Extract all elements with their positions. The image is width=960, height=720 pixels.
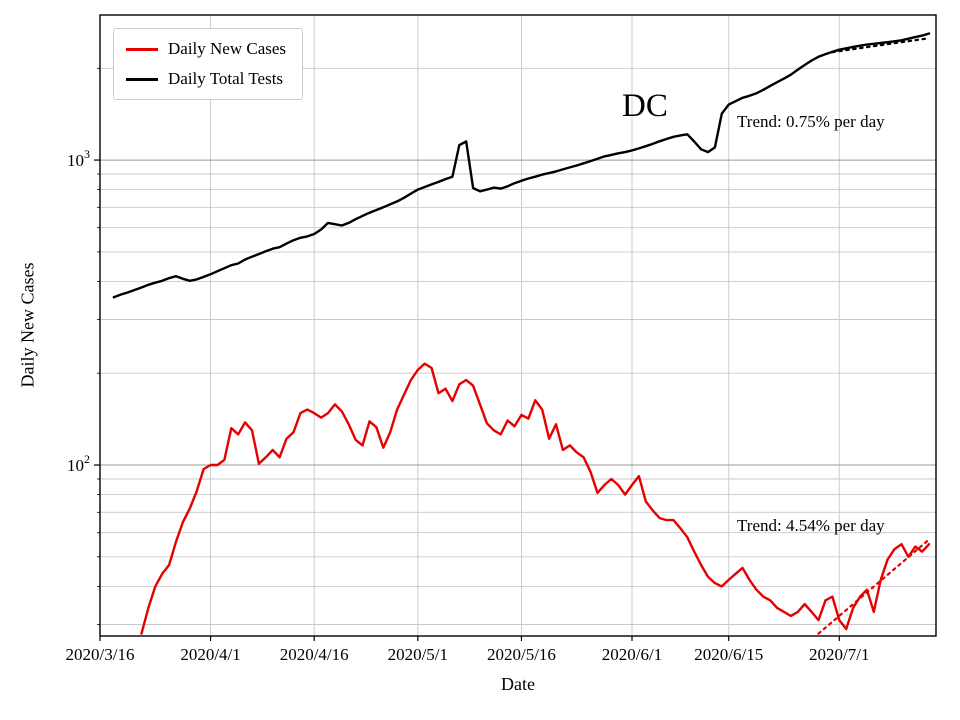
annotation-tests-trend: Trend: 0.75% per day — [737, 112, 885, 131]
legend-line-daily-total-tests — [126, 77, 158, 81]
legend-line-daily-new-cases — [126, 47, 158, 51]
svg-text:102: 102 — [67, 452, 90, 475]
legend-item-daily-total-tests: Daily Total Tests — [126, 69, 286, 89]
legend-item-daily-new-cases: Daily New Cases — [126, 39, 286, 59]
svg-text:103: 103 — [67, 147, 90, 170]
svg-text:2020/7/1: 2020/7/1 — [809, 645, 869, 664]
svg-text:2020/4/16: 2020/4/16 — [280, 645, 349, 664]
annotation-dc: DC — [622, 88, 668, 124]
svg-text:2020/6/15: 2020/6/15 — [694, 645, 763, 664]
y-axis-label: Daily New Cases — [17, 262, 38, 388]
legend-label-daily-new-cases: Daily New Cases — [168, 39, 287, 58]
svg-text:2020/5/1: 2020/5/1 — [388, 645, 448, 664]
legend: Daily New Cases Daily Total Tests — [113, 28, 304, 100]
annotation-cases-trend: Trend: 4.54% per day — [737, 516, 885, 535]
svg-text:2020/4/1: 2020/4/1 — [180, 645, 240, 664]
svg-text:2020/5/16: 2020/5/16 — [487, 645, 556, 664]
legend-label-daily-total-tests: Daily Total Tests — [168, 69, 284, 88]
svg-text:2020/6/1: 2020/6/1 — [602, 645, 662, 664]
x-axis-label: Date — [501, 674, 535, 694]
svg-text:2020/3/16: 2020/3/16 — [66, 645, 135, 664]
